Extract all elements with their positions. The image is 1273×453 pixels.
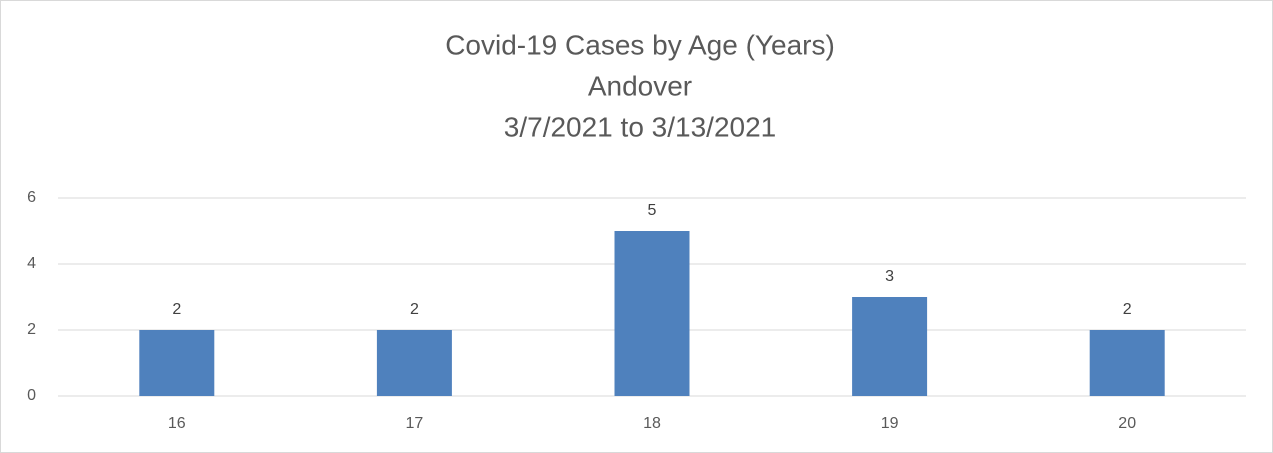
x-tick-label: 20 [1118,415,1136,432]
bar [1089,330,1165,396]
data-label: 3 [885,268,894,285]
y-tick-label: 0 [27,387,36,404]
x-tick-label: 17 [406,415,424,432]
y-tick-label: 4 [27,255,36,272]
data-label: 5 [648,202,657,219]
bar [376,330,452,396]
x-tick-label: 19 [881,415,899,432]
y-tick-label: 6 [27,189,36,206]
bar [614,231,690,396]
chart-title: Andover [588,70,692,101]
x-tick-label: 16 [168,415,186,432]
chart-title: Covid-19 Cases by Age (Years) [445,29,835,60]
chart-title: 3/7/2021 to 3/13/2021 [504,111,776,142]
data-label: 2 [410,301,419,318]
data-label: 2 [1123,301,1132,318]
bar [852,297,928,396]
y-tick-label: 2 [27,321,36,338]
bar [139,330,215,396]
data-label: 2 [172,301,181,318]
x-tick-label: 18 [643,415,661,432]
